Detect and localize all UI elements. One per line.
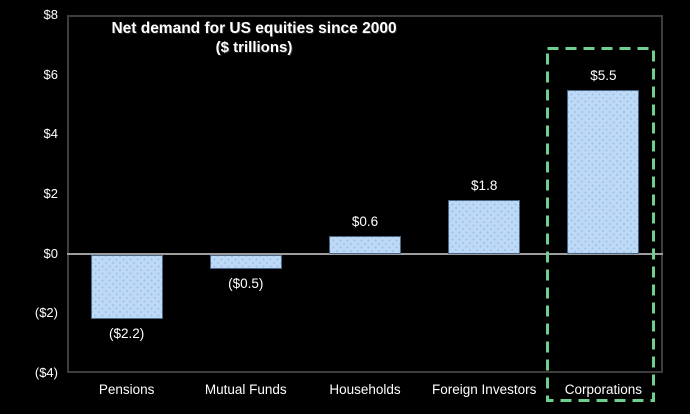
y-tick-label: $4 (43, 126, 58, 142)
bar-value-label: $0.6 (351, 213, 379, 229)
bar-value-label: ($0.5) (228, 275, 264, 291)
zero-line (67, 252, 663, 255)
y-tick-label: $8 (43, 7, 58, 22)
bar-mutual-funds (209, 254, 282, 269)
y-tick-label: ($4) (34, 365, 58, 380)
x-category-label: Households (329, 382, 401, 397)
y-tick-label: $2 (43, 186, 58, 201)
y-tick-label: $0 (43, 245, 58, 261)
x-category-label: Foreign Investors (432, 382, 537, 397)
chart-title: Net demand for US equities since 2000 (111, 20, 397, 37)
plot-area (67, 15, 663, 373)
bar-value-label: $1.8 (471, 177, 498, 193)
bar-value-label: ($2.2) (108, 326, 145, 342)
bar-corporations (567, 89, 640, 254)
y-tick-label: $6 (43, 66, 58, 82)
x-category-label: Corporations (564, 382, 643, 397)
chart-subtitle: ($ trillions) (215, 39, 293, 56)
bar-households (329, 235, 401, 254)
bar-pensions (90, 254, 163, 320)
x-category-label: Pensions (98, 382, 155, 397)
bar-value-label: $5.5 (590, 67, 617, 83)
x-category-label: Mutual Funds (204, 382, 287, 397)
y-tick-label: ($2) (34, 305, 58, 321)
bar-foreign-investors (448, 199, 521, 254)
chart-title-block: Net demand for US equities since 2000 ($… (84, 19, 424, 57)
